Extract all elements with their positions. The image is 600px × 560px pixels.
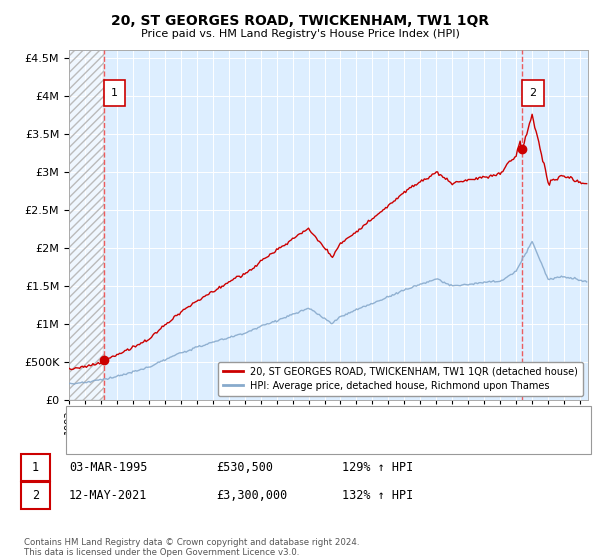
Text: 20, ST GEORGES ROAD, TWICKENHAM, TW1 1QR (detached house): 20, ST GEORGES ROAD, TWICKENHAM, TW1 1QR… (117, 416, 466, 426)
Text: £3,300,000: £3,300,000 (216, 489, 287, 502)
Text: 2: 2 (32, 489, 39, 502)
Legend: 20, ST GEORGES ROAD, TWICKENHAM, TW1 1QR (detached house), HPI: Average price, d: 20, ST GEORGES ROAD, TWICKENHAM, TW1 1QR… (218, 362, 583, 395)
Bar (69, 50, 104, 400)
Text: 12-MAY-2021: 12-MAY-2021 (69, 489, 148, 502)
Text: 1: 1 (32, 461, 39, 474)
Text: 2: 2 (529, 88, 536, 98)
Text: 129% ↑ HPI: 129% ↑ HPI (342, 461, 413, 474)
Text: 1: 1 (111, 88, 118, 98)
Text: 132% ↑ HPI: 132% ↑ HPI (342, 489, 413, 502)
FancyBboxPatch shape (104, 80, 125, 106)
FancyBboxPatch shape (522, 80, 544, 106)
Text: 20, ST GEORGES ROAD, TWICKENHAM, TW1 1QR: 20, ST GEORGES ROAD, TWICKENHAM, TW1 1QR (111, 14, 489, 28)
Text: Contains HM Land Registry data © Crown copyright and database right 2024.
This d: Contains HM Land Registry data © Crown c… (24, 538, 359, 557)
Text: HPI: Average price, detached house, Richmond upon Thames: HPI: Average price, detached house, Rich… (117, 434, 436, 444)
Bar (69, 50, 104, 400)
Text: 03-MAR-1995: 03-MAR-1995 (69, 461, 148, 474)
Text: £530,500: £530,500 (216, 461, 273, 474)
Text: Price paid vs. HM Land Registry's House Price Index (HPI): Price paid vs. HM Land Registry's House … (140, 29, 460, 39)
